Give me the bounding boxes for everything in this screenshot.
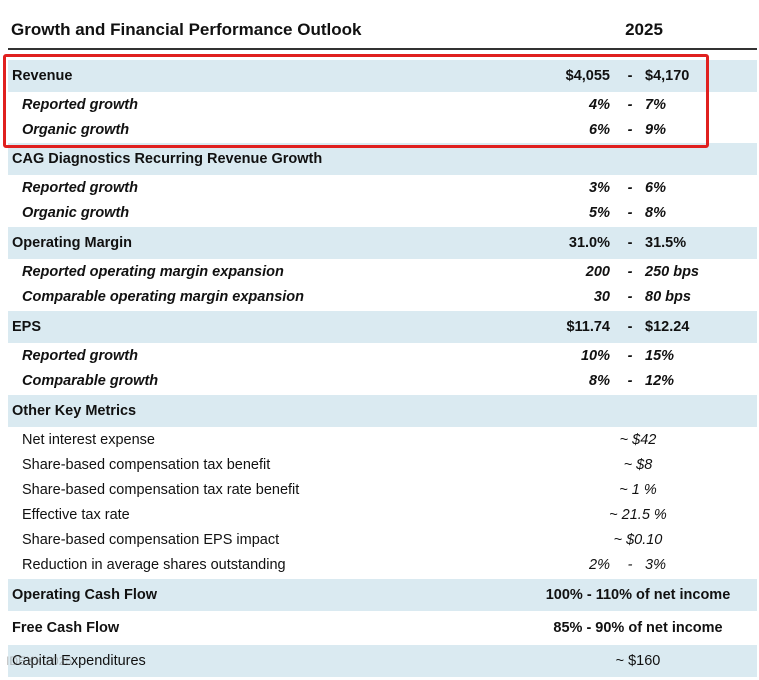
row-label: Operating Margin <box>12 235 133 251</box>
range-dash: - <box>627 235 633 251</box>
range-high: 12% <box>645 372 675 389</box>
table-row-cag: CAG Diagnostics Recurring Revenue Growth <box>8 143 757 175</box>
table-row: Share-based compensation tax benefit ~ $… <box>8 452 757 477</box>
row-label: Organic growth <box>22 121 130 138</box>
range-high: $12.24 <box>645 319 690 335</box>
table-row-eps: EPS $11.74 - $12.24 <box>8 311 757 343</box>
row-value: ~ $160 <box>615 653 661 669</box>
table-row: Reported growth 4% - 7% <box>8 92 757 117</box>
row-label: Effective tax rate <box>22 506 130 523</box>
table-row-revenue: Revenue $4,055 - $4,170 <box>8 60 757 92</box>
row-value: ~ 1 % <box>619 481 657 498</box>
range-dash: - <box>627 121 633 138</box>
range-dash: - <box>627 96 633 113</box>
row-label: Share-based compensation EPS impact <box>22 531 280 548</box>
range-low: 5% <box>589 204 610 221</box>
range-dash: - <box>627 68 633 84</box>
range-high: $4,170 <box>645 68 690 84</box>
range-low: 4% <box>589 96 610 113</box>
range-dash: - <box>627 347 633 364</box>
range-high: 31.5% <box>645 235 687 251</box>
year-column-header: 2025 <box>625 20 663 39</box>
table-row: Effective tax rate ~ 21.5 % <box>8 502 757 527</box>
range-low: 200 <box>585 263 610 280</box>
table-title: Growth and Financial Performance Outlook <box>11 20 362 39</box>
table-row-capital-expenditures: Capital Expenditures ~ $160 <box>8 645 757 677</box>
table-row-operating-cash-flow: Operating Cash Flow 100% - 110% of net i… <box>8 579 757 611</box>
row-label: Reported growth <box>22 179 138 196</box>
row-label: Share-based compensation tax rate benefi… <box>22 481 300 498</box>
table-row: Share-based compensation tax rate benefi… <box>8 477 757 502</box>
table-row: Share-based compensation EPS impact ~ $0… <box>8 527 757 552</box>
range-high: 3% <box>645 556 666 573</box>
range-dash: - <box>627 556 633 573</box>
row-value: ~ 21.5 % <box>609 506 667 523</box>
range-dash: - <box>627 204 633 221</box>
row-label: EPS <box>12 319 42 335</box>
range-dash: - <box>627 319 633 335</box>
range-high: 9% <box>645 121 666 138</box>
row-label: Reported growth <box>22 347 138 364</box>
row-label: Operating Cash Flow <box>12 587 158 603</box>
table-row-other-key-metrics: Other Key Metrics <box>8 395 757 427</box>
row-label: Comparable operating margin expansion <box>22 288 304 305</box>
table-row: Organic growth 6% - 9% <box>8 117 757 142</box>
row-value: ~ $42 <box>619 431 657 448</box>
range-low: 6% <box>589 121 610 138</box>
row-value: 100% - 110% of net income <box>545 587 731 603</box>
table-row-free-cash-flow: Free Cash Flow 85% - 90% of net income <box>8 612 757 644</box>
table-header: Growth and Financial Performance Outlook… <box>8 10 757 50</box>
table-row: Reduction in average shares outstanding … <box>8 552 757 577</box>
row-label: Share-based compensation tax benefit <box>22 456 271 473</box>
row-label: CAG Diagnostics Recurring Revenue Growth <box>12 151 323 167</box>
table-row: Reported growth 10% - 15% <box>8 343 757 368</box>
row-label: Net interest expense <box>22 431 155 448</box>
row-label: Organic growth <box>22 204 130 221</box>
range-high: 6% <box>645 179 666 196</box>
range-high: 250 bps <box>645 263 699 280</box>
row-value: 85% - 90% of net income <box>553 620 723 636</box>
row-value: ~ $8 <box>623 456 653 473</box>
range-low: 3% <box>589 179 610 196</box>
row-label: Other Key Metrics <box>12 403 137 419</box>
row-value: ~ $0.10 <box>613 531 663 548</box>
range-high: 80 bps <box>645 288 691 305</box>
row-label: Capital Expenditures <box>12 653 146 669</box>
table-row: Reported operating margin expansion 200 … <box>8 259 757 284</box>
table-row: Comparable growth 8% - 12% <box>8 368 757 393</box>
table-row: Organic growth 5% - 8% <box>8 200 757 225</box>
range-dash: - <box>627 179 633 196</box>
range-low: 30 <box>593 288 610 305</box>
range-low: $11.74 <box>566 319 610 335</box>
range-high: 7% <box>645 96 666 113</box>
range-dash: - <box>627 288 633 305</box>
watermark: IDEXX 2025 <box>6 654 73 668</box>
range-low: 10% <box>580 347 610 364</box>
range-dash: - <box>627 263 633 280</box>
table-row: Comparable operating margin expansion 30… <box>8 284 757 309</box>
range-high: 15% <box>645 347 675 364</box>
row-label: Reported operating margin expansion <box>22 263 284 280</box>
range-low: $4,055 <box>565 68 610 84</box>
revenue-highlight-box <box>3 54 709 148</box>
row-label: Revenue <box>12 68 73 84</box>
range-dash: - <box>627 372 633 389</box>
range-low: 31.0% <box>568 235 610 251</box>
table-row: Net interest expense ~ $42 <box>8 427 757 452</box>
table-row: Reported growth 3% - 6% <box>8 175 757 200</box>
range-low: 8% <box>589 372 610 389</box>
row-label: Reduction in average shares outstanding <box>22 556 286 573</box>
row-label: Free Cash Flow <box>12 620 120 636</box>
table-row-operating-margin: Operating Margin 31.0% - 31.5% <box>8 227 757 259</box>
range-high: 8% <box>645 204 666 221</box>
row-label: Reported growth <box>22 96 138 113</box>
range-low: 2% <box>589 556 610 573</box>
row-label: Comparable growth <box>22 372 159 389</box>
